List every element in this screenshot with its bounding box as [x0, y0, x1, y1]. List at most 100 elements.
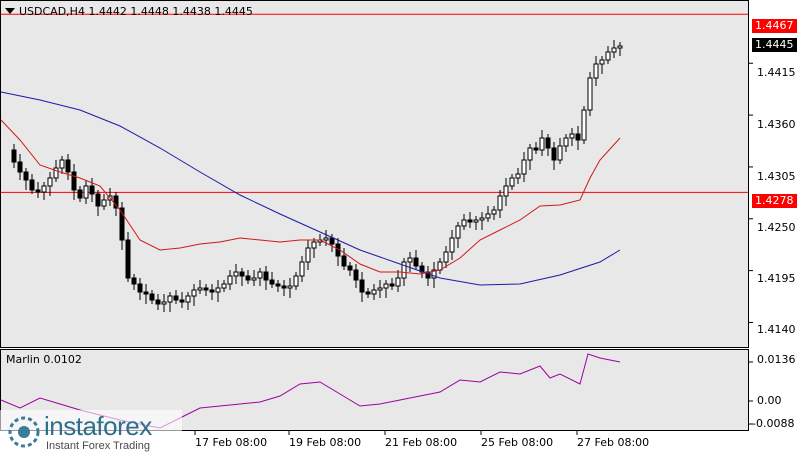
candle-body [305, 247, 311, 263]
candle-body [449, 237, 455, 253]
candle-body [215, 287, 221, 293]
candle-body [239, 271, 245, 277]
candle-body [563, 137, 569, 147]
candle-body [275, 283, 281, 287]
candle-body [227, 275, 233, 285]
candle-body [443, 251, 449, 263]
candle-body [329, 237, 335, 245]
candle-body [491, 209, 497, 215]
candle-body [533, 147, 539, 151]
candle-body [395, 277, 401, 287]
candle-body [257, 271, 263, 279]
candle-body [293, 275, 299, 287]
candle-body [455, 225, 461, 239]
candle-body [263, 271, 269, 281]
time-axis-label: 19 Feb 08:00 [289, 436, 362, 449]
level-tag-lower: 1.4278 [752, 194, 797, 208]
candle-body [569, 133, 575, 139]
candle-body [605, 51, 611, 61]
instaforex-logo-icon [6, 414, 42, 450]
candle-body [557, 145, 563, 161]
candle-body [245, 275, 251, 281]
candle-body [485, 213, 491, 219]
candle-body [11, 149, 17, 163]
candle-body [473, 219, 479, 223]
candle-body [221, 283, 227, 289]
candle-body [113, 195, 119, 209]
candle-body [353, 269, 359, 281]
candle-body [53, 167, 59, 179]
candle-body [389, 283, 395, 287]
candle-body [47, 177, 53, 187]
candle-body [185, 295, 191, 303]
price-axis-label: 1.4250 [757, 221, 796, 234]
candle-body [125, 239, 131, 279]
time-axis-label: 27 Feb 08:00 [577, 436, 650, 449]
candle-body [587, 77, 593, 111]
indicator-axis-label: 0.0136 [757, 353, 796, 366]
candle-body [167, 295, 173, 303]
candle-body [575, 133, 581, 141]
candle-body [371, 289, 377, 295]
candle-body [551, 147, 557, 161]
candle-body [251, 277, 257, 281]
candle-body [497, 195, 503, 211]
candle-body [269, 279, 275, 285]
candle-body [23, 171, 29, 181]
candle-body [431, 269, 437, 279]
candle-body [401, 261, 407, 279]
price-axis-label: 1.4305 [757, 170, 796, 183]
candle-body [17, 161, 23, 173]
watermark-brand: instaforex [44, 411, 152, 441]
candle-body [179, 299, 185, 303]
time-axis-label: 21 Feb 08:00 [385, 436, 458, 449]
candle-body [479, 217, 485, 221]
candle-body [35, 189, 41, 193]
candle-body [377, 287, 383, 291]
candle-body [101, 199, 107, 207]
candle-body [581, 109, 587, 141]
candle-body [59, 159, 65, 169]
slow-moving-average-line [0, 91, 621, 286]
candle-body [89, 185, 95, 195]
candle-body [149, 293, 155, 301]
candle-body [191, 289, 197, 297]
candle-body [41, 185, 47, 193]
candle-body [95, 193, 101, 207]
price-axis-label: 1.4415 [757, 66, 796, 79]
candle-body [347, 265, 353, 271]
candle-body [599, 59, 605, 65]
candle-body [155, 299, 161, 305]
candle-body [71, 171, 77, 191]
watermark-tagline: Instant Forex Trading [46, 440, 150, 452]
time-axis-label: 17 Feb 08:00 [195, 436, 268, 449]
candle-body [209, 289, 215, 293]
chart-menu-arrow-icon[interactable] [5, 8, 15, 14]
fast-moving-average-line [0, 119, 621, 275]
candle-body [161, 301, 167, 305]
candle-body [323, 237, 329, 241]
candle-body [281, 285, 287, 289]
candle-body [617, 45, 623, 49]
candle-body [203, 287, 209, 291]
indicator-axis-label: -0.0088 [752, 417, 795, 430]
candle-body [515, 173, 521, 179]
candle-body [137, 283, 143, 293]
current-price-tag: 1.4445 [752, 38, 797, 52]
candle-body [233, 271, 239, 277]
candle-body [365, 291, 371, 295]
candle-body [311, 241, 317, 249]
candle-body [131, 277, 137, 285]
price-axis-label: 1.4360 [757, 118, 796, 131]
candle-body [77, 189, 83, 199]
level-tag-upper: 1.4467 [752, 19, 797, 33]
candle-body [83, 185, 89, 199]
candle-body [461, 219, 467, 227]
indicator-label: Marlin 0.0102 [6, 353, 82, 366]
indicator-axis-label: 0.00 [757, 394, 782, 407]
candle-body [509, 177, 515, 187]
candle-body [593, 63, 599, 79]
candle-body [527, 147, 533, 161]
candle-body [359, 279, 365, 293]
